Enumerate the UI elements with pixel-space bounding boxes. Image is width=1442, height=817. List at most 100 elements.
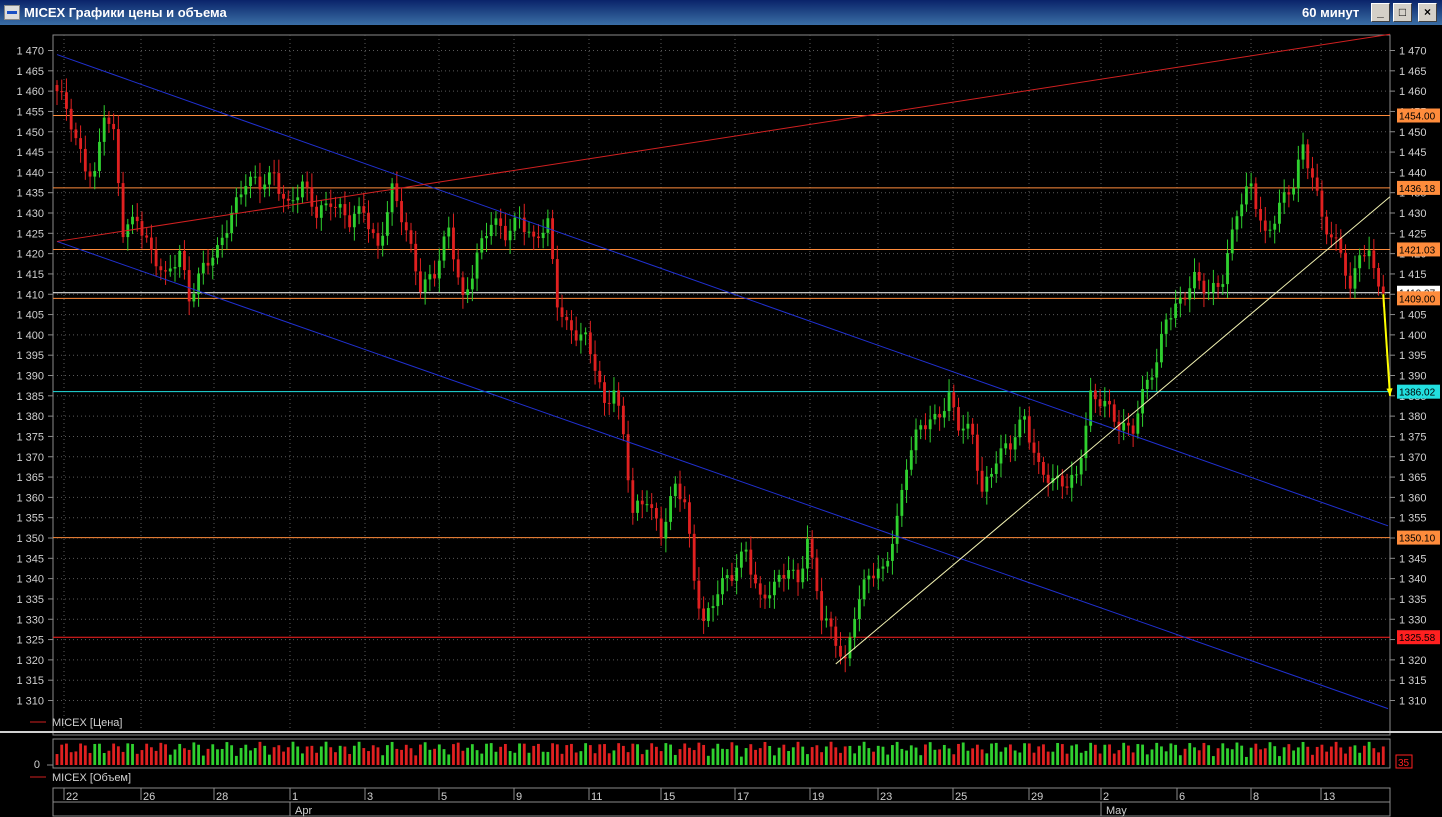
level-badge-label: 1454.00	[1399, 112, 1436, 123]
volume-bar	[362, 748, 366, 765]
volume-bar	[357, 741, 361, 765]
candle-body	[574, 330, 578, 341]
volume-bar	[1188, 743, 1192, 765]
candle-body	[721, 578, 724, 595]
volume-bar	[947, 748, 951, 765]
y-tick-label-right: 1 335	[1399, 594, 1427, 606]
candle-body	[1197, 271, 1201, 281]
level-badge-label: 1386.02	[1399, 388, 1436, 399]
volume-bar	[777, 747, 781, 765]
volume-bar	[815, 745, 819, 765]
maximize-button[interactable]: □	[1393, 3, 1412, 22]
y-tick-label-right: 1 450	[1399, 127, 1427, 139]
volume-bar	[919, 755, 923, 765]
volume-bar	[461, 750, 465, 765]
volume-bar	[1108, 744, 1111, 765]
candle-body	[499, 218, 503, 226]
volume-bar	[1259, 749, 1262, 765]
x-month-label: May	[1106, 805, 1127, 817]
candle-body	[867, 575, 871, 580]
candle-body	[1268, 229, 1272, 231]
candle-body	[291, 200, 295, 202]
candle-body	[1377, 268, 1380, 287]
volume-bar	[1174, 744, 1178, 765]
candle-body	[234, 197, 238, 213]
candle-body	[1174, 303, 1178, 319]
y-tick-label-left: 1 320	[16, 655, 44, 667]
volume-bar	[499, 746, 503, 765]
chart-background	[0, 25, 1442, 817]
title-bar[interactable]: MICEX Графики цены и объема 60 минут _ □…	[0, 0, 1442, 25]
candle-body	[145, 235, 149, 238]
y-tick-label-left: 1 340	[16, 574, 44, 586]
candle-body	[895, 515, 899, 544]
x-day-label: 11	[591, 791, 602, 803]
volume-bar	[291, 741, 295, 765]
candle-body	[942, 411, 946, 418]
candle-body	[791, 569, 795, 571]
volume-bars	[55, 741, 1385, 765]
minimize-button[interactable]: _	[1371, 3, 1390, 22]
horizontal-levels[interactable]	[53, 115, 1390, 638]
candle-body	[1259, 209, 1262, 221]
candle-body	[348, 215, 352, 228]
candle-body	[702, 608, 706, 622]
y-axis-left: 1 470 1 465 1 460 1 455 1 450 1 445 1 440 1 435…	[16, 46, 53, 708]
volume-bar	[1112, 753, 1116, 765]
volume-bar	[839, 752, 842, 765]
level-badge	[1397, 384, 1440, 399]
volume-bar	[93, 743, 97, 765]
volume-bar	[286, 747, 290, 765]
volume-bar	[957, 743, 960, 765]
volume-bar	[1060, 744, 1064, 765]
candle-body	[447, 227, 451, 237]
volume-bar	[1122, 742, 1126, 765]
candle-body	[513, 217, 517, 231]
candle-body	[933, 413, 937, 420]
volume-bar	[607, 753, 611, 765]
volume-bar	[716, 743, 720, 765]
candle-body	[541, 232, 545, 239]
price-volume-chart[interactable]: 1 470 1 465 1 460 1 455 1 450 1 445 1 440 1 435…	[0, 25, 1442, 817]
candle-body	[230, 212, 234, 234]
level-badge	[1397, 630, 1440, 645]
trendlines[interactable]	[56, 33, 1393, 710]
volume-bar	[1193, 747, 1196, 765]
y-tick-label-right: 1 460	[1399, 86, 1427, 98]
candle-body	[164, 270, 167, 272]
volume-bar	[433, 748, 437, 765]
candle-body	[159, 266, 163, 271]
volume-bar	[1037, 746, 1041, 765]
volume-bar	[782, 744, 786, 765]
close-button[interactable]: ×	[1418, 3, 1437, 22]
volume-bar	[673, 754, 677, 765]
candle-body	[928, 419, 932, 430]
volume-bar	[655, 746, 658, 765]
volume-bar	[636, 744, 639, 765]
volume-bar	[263, 745, 267, 765]
candle-body	[1367, 250, 1371, 257]
candle-body	[1348, 275, 1352, 289]
y-tick-label-left: 1 470	[16, 46, 44, 58]
volume-bar	[985, 753, 989, 765]
volume-bar	[1023, 743, 1026, 765]
candle-body	[211, 257, 215, 266]
volume-bar	[102, 753, 106, 765]
volume-bar	[1244, 756, 1248, 765]
volume-bar	[1008, 744, 1012, 765]
volume-bar	[220, 748, 224, 765]
level-badge	[1397, 108, 1440, 123]
candle-body	[848, 637, 852, 659]
candle-body	[343, 204, 347, 216]
volume-bar	[277, 745, 281, 765]
candle-body	[990, 473, 993, 477]
volume-bar	[1056, 742, 1060, 765]
volume-bar	[1018, 752, 1022, 765]
y-tick-label-left: 1 390	[16, 371, 44, 383]
candle-body	[1112, 404, 1116, 422]
volume-bar	[329, 747, 333, 765]
candle-body	[763, 594, 767, 599]
volume-bar	[466, 747, 470, 765]
candle-body	[598, 370, 602, 383]
candle-body	[1263, 220, 1267, 231]
